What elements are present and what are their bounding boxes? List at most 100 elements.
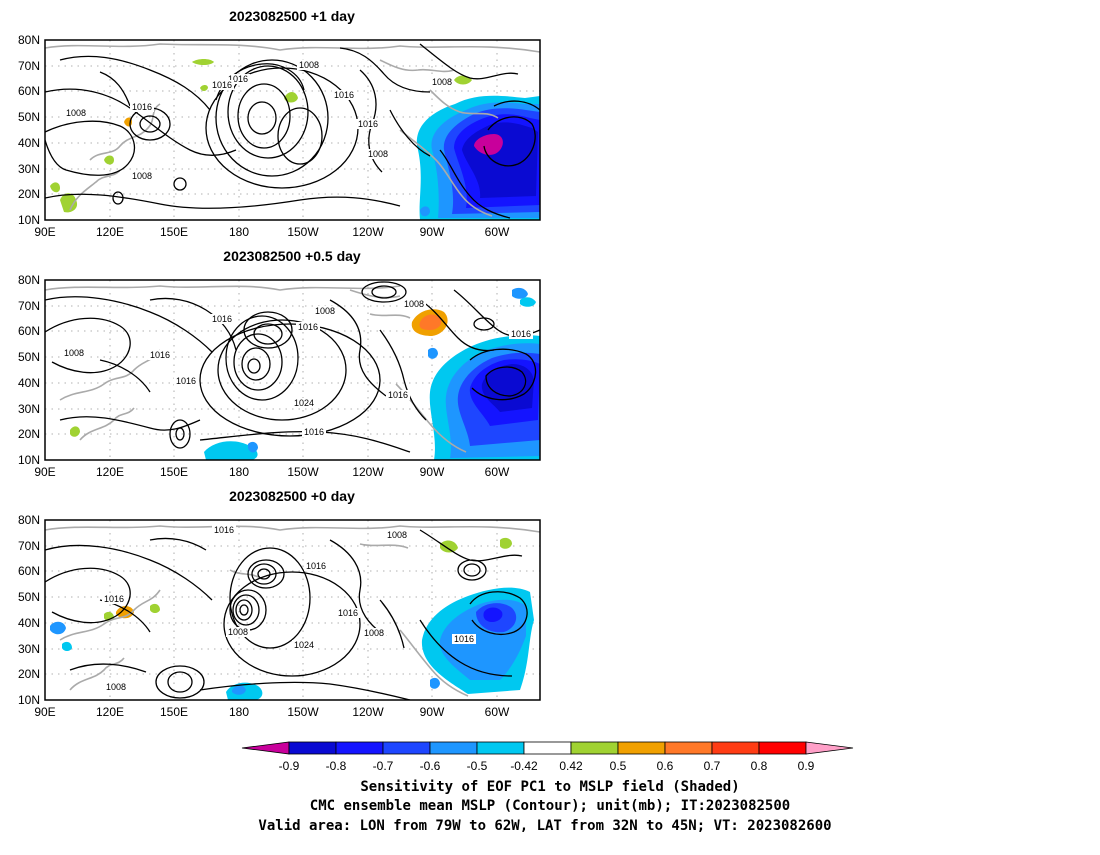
lat-label: 40N: [18, 616, 40, 630]
colorbar-tick-label: 0.42: [559, 759, 583, 773]
svg-text:1016: 1016: [388, 390, 408, 400]
lat-label: 20N: [18, 187, 40, 201]
contour-labels: 1008 1016 1008 1016 1016 1016 1024 1016 …: [62, 299, 533, 437]
lon-label: 180: [229, 225, 249, 239]
lon-label: 90W: [420, 225, 445, 239]
lon-label: 60W: [485, 225, 510, 239]
colorbar-tick-label: 0.5: [610, 759, 627, 773]
lat-axis: 80N 70N 60N 50N 40N 30N 20N 10N: [18, 273, 40, 467]
svg-text:1008: 1008: [299, 60, 319, 70]
lat-label: 20N: [18, 427, 40, 441]
colorbar-segment: [523, 741, 572, 755]
svg-text:1016: 1016: [212, 80, 232, 90]
lat-axis: 80N 70N 60N 50N 40N 30N 20N 10N: [18, 513, 40, 707]
colorbar-segment: [288, 741, 337, 755]
colorbar-segment: [758, 741, 807, 755]
lat-label: 40N: [18, 136, 40, 150]
lon-label: 120E: [96, 225, 124, 239]
contour-labels: 1008 1016 1016 1008 1016 1016 1008 1016 …: [64, 60, 454, 181]
coastlines: [45, 285, 467, 453]
svg-text:1016: 1016: [104, 594, 124, 604]
lat-label: 80N: [18, 273, 40, 287]
colorbar-tick-label: -0.5: [467, 759, 488, 773]
lon-label: 90W: [420, 705, 445, 719]
lat-label: 50N: [18, 350, 40, 364]
lon-label: 60W: [485, 705, 510, 719]
svg-text:1024: 1024: [294, 640, 314, 650]
caption-line: CMC ensemble mean MSLP (Contour); unit(m…: [310, 798, 790, 814]
lat-label: 30N: [18, 162, 40, 176]
lat-label: 70N: [18, 539, 40, 553]
map-field: 1008 1016 1016 1008 1016 1016 1008 1016 …: [45, 40, 540, 220]
mslp-contours: [45, 281, 540, 453]
lon-label: 150E: [160, 705, 188, 719]
lon-label: 150W: [287, 225, 319, 239]
panel-3: 2023082500 +0 day: [18, 488, 541, 719]
lon-label: 150E: [160, 465, 188, 479]
panel-2: 2023082500 +0.5 day: [18, 248, 541, 479]
mslp-contours: [45, 529, 528, 700]
map-field: 1016 1008 1016 1016 1016 1008 1024 1008 …: [45, 520, 540, 700]
lat-label: 60N: [18, 84, 40, 98]
map-field: 1008 1016 1008 1016 1016 1016 1024 1016 …: [45, 280, 540, 460]
lat-label: 60N: [18, 564, 40, 578]
svg-text:1008: 1008: [132, 171, 152, 181]
lon-axis: 90E 120E 150E 180 150W 120W 90W 60W: [34, 465, 510, 479]
lat-label: 40N: [18, 376, 40, 390]
caption-line: Valid area: LON from 79W to 62W, LAT fro…: [258, 818, 831, 834]
svg-text:1016: 1016: [334, 90, 354, 100]
lat-label: 70N: [18, 59, 40, 73]
lon-label: 90E: [34, 465, 55, 479]
colorbar-tick-label: -0.8: [326, 759, 347, 773]
lon-label: 120W: [352, 225, 384, 239]
map-frame: [44, 519, 541, 701]
svg-text:1008: 1008: [368, 149, 388, 159]
lat-label: 10N: [18, 453, 40, 467]
lon-label: 90E: [34, 705, 55, 719]
lat-axis: 80N 70N 60N 50N 40N 30N 20N 10N: [18, 33, 40, 227]
colorbar-tick-label: -0.9: [279, 759, 300, 773]
lon-label: 150E: [160, 225, 188, 239]
lat-label: 10N: [18, 213, 40, 227]
lat-label: 80N: [18, 33, 40, 47]
lon-label: 120E: [96, 705, 124, 719]
colorbar-tick-label: -0.6: [420, 759, 441, 773]
coastlines: [45, 43, 540, 217]
svg-text:1016: 1016: [511, 329, 531, 339]
colorbar: [241, 741, 854, 755]
svg-text:1016: 1016: [228, 74, 248, 84]
mslp-contours: [45, 43, 540, 219]
contour-labels: 1016 1008 1016 1016 1016 1008 1024 1008 …: [102, 525, 476, 692]
colorbar-segment: [476, 741, 525, 755]
svg-text:1008: 1008: [106, 682, 126, 692]
colorbar-labels: -0.9 -0.8 -0.7 -0.6 -0.5 -0.42 0.42 0.5 0.6 0.7 0.…: [279, 759, 815, 773]
colorbar-tick-label: 0.6: [657, 759, 674, 773]
svg-text:1008: 1008: [64, 348, 84, 358]
lon-label: 60W: [485, 465, 510, 479]
lon-label: 120E: [96, 465, 124, 479]
colorbar-segment: [382, 741, 431, 755]
svg-text:1016: 1016: [132, 102, 152, 112]
colorbar-tick-label: 0.8: [751, 759, 768, 773]
colorbar-segment: [711, 741, 760, 755]
colorbar-tick-label: -0.42: [510, 759, 538, 773]
svg-text:1008: 1008: [66, 108, 86, 118]
svg-text:1008: 1008: [228, 627, 248, 637]
svg-text:1016: 1016: [150, 350, 170, 360]
lon-axis: 90E 120E 150E 180 150W 120W 90W 60W: [34, 225, 510, 239]
panel-title: 2023082500 +1 day: [229, 8, 355, 24]
colorbar-max-arrow: [805, 741, 854, 755]
lon-label: 150W: [287, 465, 319, 479]
panel-title: 2023082500 +0 day: [229, 488, 355, 504]
colorbar-min-arrow: [241, 741, 290, 755]
colorbar-segment: [570, 741, 619, 755]
svg-text:1016: 1016: [212, 314, 232, 324]
svg-text:1016: 1016: [454, 634, 474, 644]
caption: Sensitivity of EOF PC1 to MSLP field (Sh…: [258, 779, 831, 834]
colorbar-tick-label: -0.7: [373, 759, 394, 773]
lon-label: 180: [229, 465, 249, 479]
svg-text:1016: 1016: [214, 525, 234, 535]
colorbar-tick-label: 0.7: [704, 759, 721, 773]
svg-text:1008: 1008: [364, 628, 384, 638]
lon-label: 150W: [287, 705, 319, 719]
